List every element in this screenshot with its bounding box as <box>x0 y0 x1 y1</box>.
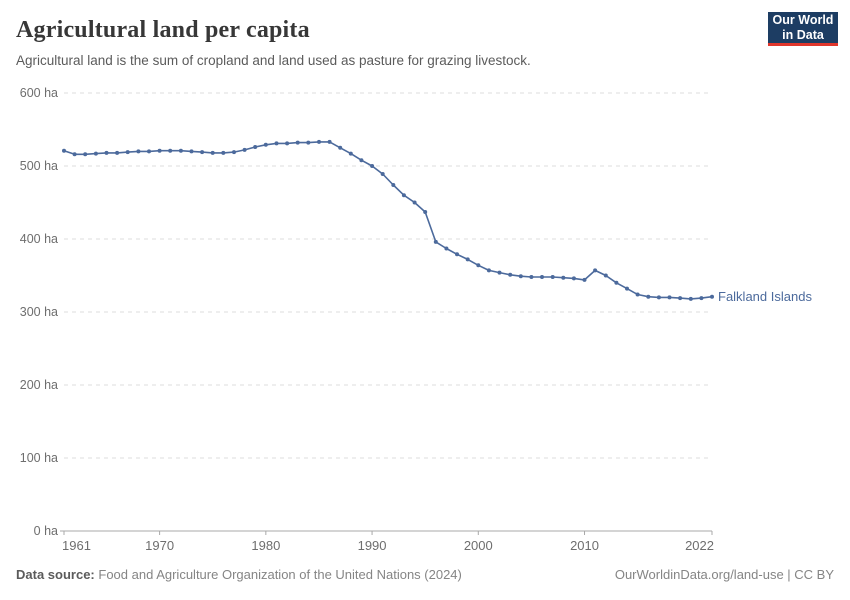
data-point-marker <box>508 272 513 277</box>
chart-area: 0 ha 100 ha 200 ha 300 ha 400 ha 500 ha 600 ha… <box>0 80 850 562</box>
y-tick-label: 400 ha <box>20 232 58 246</box>
data-point-marker <box>710 294 714 299</box>
data-point-marker <box>147 149 151 154</box>
y-tick-label: 200 ha <box>20 378 58 392</box>
chart-subtitle: Agricultural land is the sum of cropland… <box>16 53 531 68</box>
data-point-marker <box>317 139 321 144</box>
data-point-marker <box>83 152 88 157</box>
logo-line2: in Data <box>782 27 824 42</box>
chart-header: Agricultural land per capita Agricultura… <box>0 0 850 80</box>
data-point-marker <box>263 142 268 147</box>
data-point-marker <box>465 257 470 262</box>
data-point-marker <box>115 150 120 155</box>
data-point-marker <box>571 276 576 281</box>
data-point-marker <box>540 275 544 279</box>
data-point-marker <box>518 274 523 279</box>
data-point-marker <box>455 252 459 257</box>
data-point-marker <box>157 148 162 153</box>
line-chart: 0 ha 100 ha 200 ha 300 ha 400 ha 500 ha 600 ha… <box>20 86 813 553</box>
data-point-marker <box>433 239 438 244</box>
data-point-marker <box>656 295 661 300</box>
data-point-marker <box>274 141 279 146</box>
data-point-marker <box>635 292 640 297</box>
data-point-marker <box>593 268 598 273</box>
data-point-marker <box>412 200 417 205</box>
data-source-text: Food and Agriculture Organization of the… <box>98 567 462 582</box>
data-point-marker <box>338 145 343 150</box>
data-point-marker <box>391 183 396 187</box>
data-point-marker <box>497 270 502 275</box>
y-tick-label: 100 ha <box>20 451 58 465</box>
data-source: Data source: Food and Agriculture Organi… <box>16 567 462 582</box>
data-point-marker <box>561 275 566 280</box>
data-point-marker <box>667 295 672 300</box>
data-point-marker <box>476 263 481 268</box>
data-point-marker <box>189 149 194 154</box>
data-point-marker <box>678 296 683 301</box>
series-label: Falkland Islands <box>718 289 812 304</box>
data-point-marker <box>306 140 311 145</box>
x-tick-label: 1980 <box>251 538 280 553</box>
chart-footer: Data source: Food and Agriculture Organi… <box>16 567 834 582</box>
data-point-marker <box>242 147 247 152</box>
data-point-marker <box>486 268 491 273</box>
series-line <box>63 141 713 300</box>
data-point-marker <box>104 150 109 155</box>
x-tick-label: 2010 <box>570 538 599 553</box>
data-point-marker <box>423 210 428 214</box>
data-point-marker <box>359 158 364 163</box>
logo-line1: Our World <box>772 13 834 28</box>
x-tick-label: 1990 <box>358 538 387 553</box>
data-point-marker <box>327 139 332 144</box>
data-point-marker <box>62 148 66 153</box>
data-point-marker <box>125 150 130 155</box>
data-point-marker <box>200 150 205 155</box>
data-point-marker <box>221 150 226 155</box>
owid-logo[interactable]: Our World in Data <box>768 12 838 46</box>
data-point-marker <box>603 273 608 278</box>
data-point-marker <box>295 140 300 145</box>
data-point-marker <box>529 275 534 279</box>
data-point-marker <box>380 172 385 176</box>
data-point-marker <box>210 150 215 155</box>
data-point-marker <box>136 149 141 154</box>
x-tick-label: 1970 <box>145 538 174 553</box>
y-tick-label: 0 ha <box>34 524 58 538</box>
data-point-marker <box>253 145 258 149</box>
data-point-marker <box>93 151 98 156</box>
x-tick-label: 2000 <box>464 538 493 553</box>
data-point-marker <box>614 280 619 285</box>
footer-link[interactable]: OurWorldinData.org/land-use | CC BY <box>614 567 834 582</box>
page-title: Agricultural land per capita <box>16 17 310 43</box>
data-point-marker <box>582 277 587 282</box>
y-tick-label: 300 ha <box>20 305 58 319</box>
x-tick-label: 2022 <box>685 538 714 553</box>
data-point-marker <box>348 151 353 156</box>
data-point-marker <box>232 150 236 155</box>
data-point-marker <box>285 141 290 146</box>
data-point-marker <box>178 148 183 153</box>
data-point-marker <box>444 246 449 251</box>
data-source-label: Data source: <box>16 567 95 582</box>
data-point-marker <box>625 286 629 291</box>
data-point-marker <box>401 193 406 198</box>
data-point-marker <box>168 148 173 153</box>
data-point-marker <box>72 152 77 157</box>
data-point-marker <box>550 275 555 279</box>
data-point-marker <box>370 164 375 168</box>
x-tick-label: 1961 <box>62 538 91 553</box>
y-tick-label: 500 ha <box>20 159 58 173</box>
data-point-marker <box>688 296 693 301</box>
y-tick-label: 600 ha <box>20 86 58 100</box>
data-point-marker <box>646 294 651 299</box>
data-point-marker <box>699 296 704 301</box>
